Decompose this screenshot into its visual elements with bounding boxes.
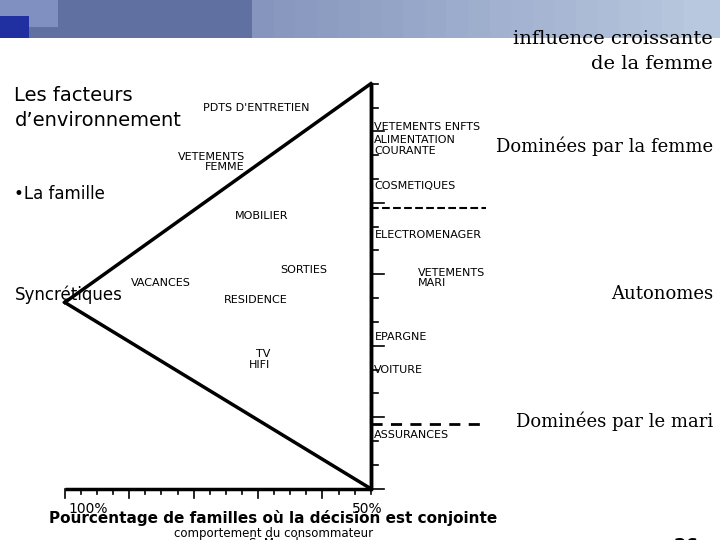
Bar: [641, 0, 662, 38]
Text: ELECTROMENAGER: ELECTROMENAGER: [374, 230, 482, 240]
Bar: [511, 0, 533, 38]
Text: SORTIES: SORTIES: [281, 265, 328, 275]
Bar: [619, 0, 641, 38]
Bar: [598, 0, 619, 38]
Text: ALIMENTATION
COURANTE: ALIMENTATION COURANTE: [374, 136, 456, 156]
Text: VOITURE: VOITURE: [374, 365, 423, 375]
Text: MOBILIER: MOBILIER: [235, 211, 288, 221]
Bar: [576, 0, 598, 38]
Bar: [0, 0, 720, 38]
Text: •La famille: •La famille: [14, 185, 105, 204]
Bar: [662, 0, 684, 38]
Text: EPARGNE: EPARGNE: [374, 333, 427, 342]
Text: 50%: 50%: [352, 502, 382, 516]
Text: VACANCES: VACANCES: [131, 279, 191, 288]
Text: influence croissante
de la femme: influence croissante de la femme: [513, 30, 713, 73]
Text: Dominées par le mari: Dominées par le mari: [516, 411, 713, 431]
Text: TV
HIFI: TV HIFI: [248, 349, 270, 369]
Text: PDTS D'ENTRETIEN: PDTS D'ENTRETIEN: [203, 103, 310, 113]
Bar: [403, 0, 425, 38]
Bar: [295, 0, 317, 38]
Bar: [533, 0, 554, 38]
Text: 100%: 100%: [68, 502, 108, 516]
Bar: [0, 0, 252, 38]
Bar: [317, 0, 338, 38]
Text: S. Mayol: S. Mayol: [248, 537, 299, 540]
Bar: [0, 16, 29, 38]
Text: ASSURANCES: ASSURANCES: [374, 430, 449, 440]
Bar: [338, 0, 360, 38]
Bar: [468, 0, 490, 38]
Text: VETEMENTS ENFTS: VETEMENTS ENFTS: [374, 122, 480, 132]
Bar: [554, 0, 576, 38]
Text: VETEMENTS
FEMME: VETEMENTS FEMME: [178, 152, 245, 172]
Text: Dominées par la femme: Dominées par la femme: [495, 136, 713, 156]
Text: Syncrétiques: Syncrétiques: [14, 285, 122, 303]
Bar: [360, 0, 382, 38]
Text: VETEMENTS
MARI: VETEMENTS MARI: [418, 268, 485, 288]
Bar: [274, 0, 295, 38]
Text: comportement du consommateur: comportement du consommateur: [174, 526, 373, 539]
Bar: [382, 0, 403, 38]
Bar: [252, 0, 274, 38]
Text: Autonomes: Autonomes: [611, 285, 713, 303]
Bar: [446, 0, 468, 38]
Text: RESIDENCE: RESIDENCE: [224, 295, 288, 305]
Text: Pourcentage de familles où la décision est conjointe: Pourcentage de familles où la décision e…: [50, 510, 498, 526]
Text: 26: 26: [673, 537, 698, 540]
Bar: [490, 0, 511, 38]
Text: COSMETIQUES: COSMETIQUES: [374, 181, 456, 191]
Bar: [29, 0, 58, 27]
Bar: [0, 0, 29, 16]
Bar: [425, 0, 446, 38]
Text: Les facteurs
d’environnement: Les facteurs d’environnement: [14, 86, 181, 130]
